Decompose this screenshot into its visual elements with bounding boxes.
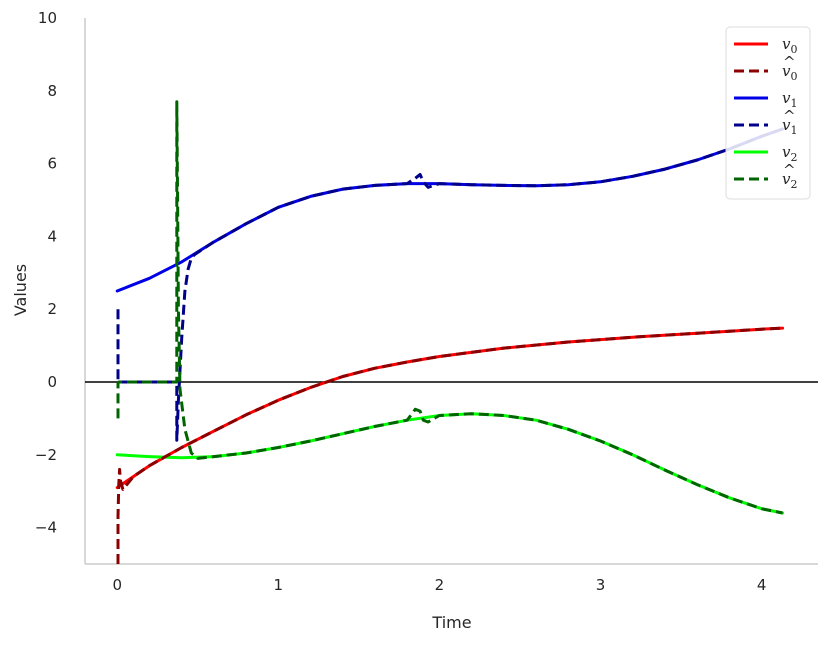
legend-hat-mark: ^	[783, 53, 796, 71]
legend-label: v2	[782, 170, 797, 191]
legend-hat-mark: ^	[783, 107, 796, 125]
legend-label: v2	[782, 143, 797, 164]
legend-label: v1	[782, 89, 797, 110]
y-tick-label: −2	[35, 446, 57, 464]
series-line-v1	[115, 127, 785, 293]
y-axis-label: Values	[11, 264, 30, 316]
x-tick-label: 0	[112, 576, 122, 594]
series-line-v0-hat	[116, 326, 783, 564]
axes	[84, 18, 818, 565]
x-tick-label: 3	[596, 576, 606, 594]
y-tick-label: 2	[47, 300, 57, 318]
tick-labels: 0 1 2 3 4 −4 −2 0 2 4 6 8 10	[35, 9, 767, 594]
legend-label: v1	[782, 116, 797, 137]
legend-hat-mark: ^	[783, 161, 796, 179]
y-tick-label: 4	[47, 227, 57, 245]
series-line-v1-hat	[116, 127, 784, 442]
legend-label: v0	[782, 35, 797, 56]
y-tick-label: 6	[47, 155, 57, 173]
y-tick-label: 0	[47, 373, 57, 391]
legend-box	[725, 26, 811, 200]
x-tick-label: 4	[757, 576, 767, 594]
x-tick-label: 1	[274, 576, 284, 594]
y-tick-label: 8	[47, 82, 57, 100]
x-axis-label: Time	[431, 613, 471, 632]
legend-label: v0	[782, 62, 797, 83]
series-lines	[115, 100, 785, 564]
y-tick-label: 10	[38, 9, 57, 27]
x-tick-label: 2	[435, 576, 445, 594]
series-line-v0	[115, 326, 785, 490]
y-tick-label: −4	[35, 519, 57, 537]
series-line-v2-hat	[116, 100, 783, 515]
